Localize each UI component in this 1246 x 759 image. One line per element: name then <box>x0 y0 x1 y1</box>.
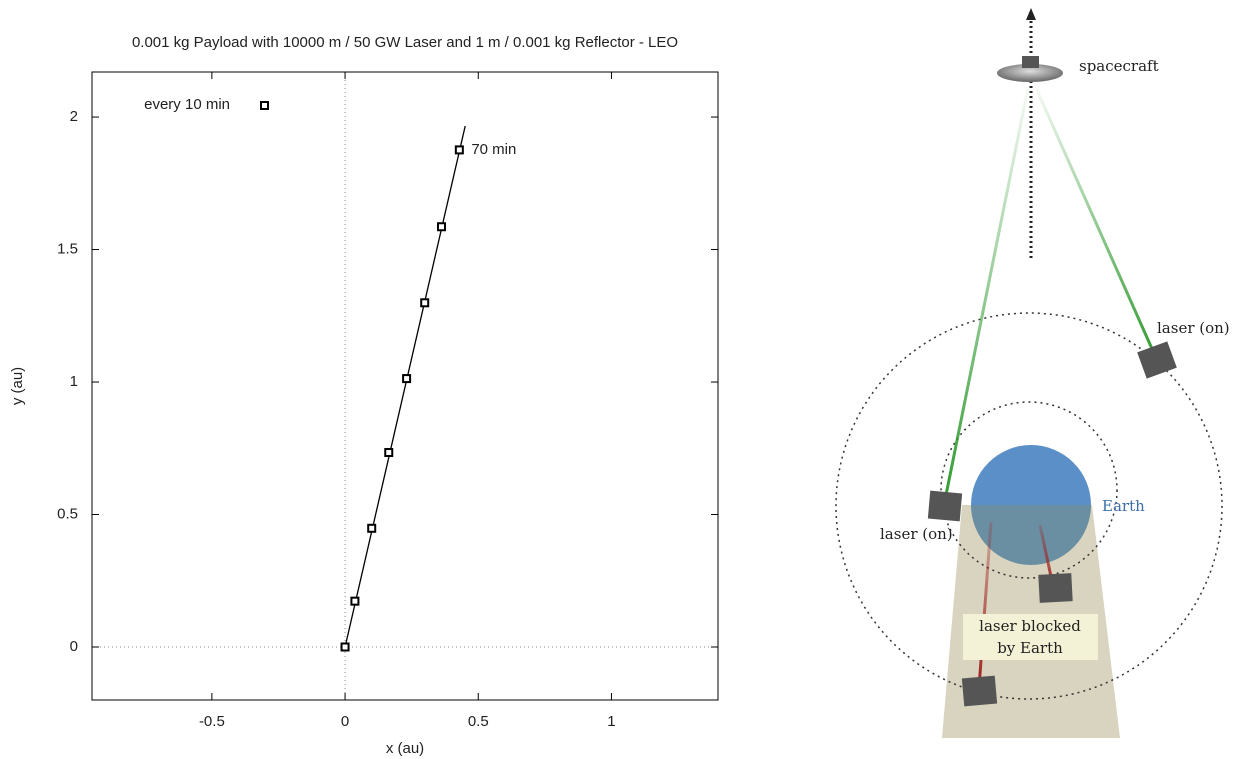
point <box>436 222 446 232</box>
outer-orbit <box>835 312 1223 700</box>
label: Earth <box>1102 497 1145 515</box>
y-tick-label: 0 <box>70 638 78 655</box>
plot: -0.5 0 0.5 1 0 0.5 1 1.5 2 every 10 min 70 min <box>57 71 719 730</box>
spacecraft-body <box>1022 56 1039 68</box>
legend-marker <box>260 101 269 110</box>
label: laser (on) <box>1157 319 1230 337</box>
earth-night <box>971 505 1091 565</box>
label: spacecraft <box>1079 57 1159 75</box>
chart-title: 0.001 kg Payload with 10000 m / 50 GW La… <box>132 34 678 51</box>
spacecraft <box>997 64 1063 82</box>
point <box>454 145 464 155</box>
inner-orbit <box>940 401 1118 579</box>
point <box>402 374 412 384</box>
plot-frame <box>91 71 719 701</box>
laser-station <box>961 675 998 707</box>
laser-station <box>1137 341 1177 379</box>
x-axis-label: x (au) <box>386 740 424 757</box>
legend-label: every 10 min <box>144 96 230 113</box>
laser-station <box>927 490 963 522</box>
y-tick-label: 0.5 <box>57 505 78 522</box>
point <box>384 448 394 458</box>
y-tick-label: 1 <box>70 373 78 390</box>
x-tick-label: 1 <box>607 713 615 730</box>
laser-beam <box>942 87 1030 506</box>
point <box>340 642 350 652</box>
x-tick-label: 0.5 <box>468 713 489 730</box>
point <box>420 298 430 308</box>
label-box <box>963 614 1098 660</box>
y-tick-label: 2 <box>70 108 78 125</box>
laser-beam <box>1034 87 1159 361</box>
label: by Earth <box>997 639 1063 657</box>
y-tick-label: 1.5 <box>57 241 78 258</box>
y-axis-label: y (au) <box>9 367 26 405</box>
laser-station <box>1038 573 1073 603</box>
point <box>350 596 360 606</box>
point <box>367 523 377 533</box>
blocked-beam <box>977 521 993 689</box>
x-tick-label: -0.5 <box>199 713 225 730</box>
x-tick-label: 0 <box>341 713 349 730</box>
label: laser (on) <box>880 525 953 543</box>
label: laser blocked <box>979 617 1081 635</box>
diagram: spacecraft laser (on) laser (on) Earth l… <box>835 8 1230 738</box>
arrow-head <box>1026 8 1036 20</box>
earth-day <box>971 445 1091 505</box>
trajectory <box>344 125 466 648</box>
annotation: 70 min <box>471 141 516 158</box>
